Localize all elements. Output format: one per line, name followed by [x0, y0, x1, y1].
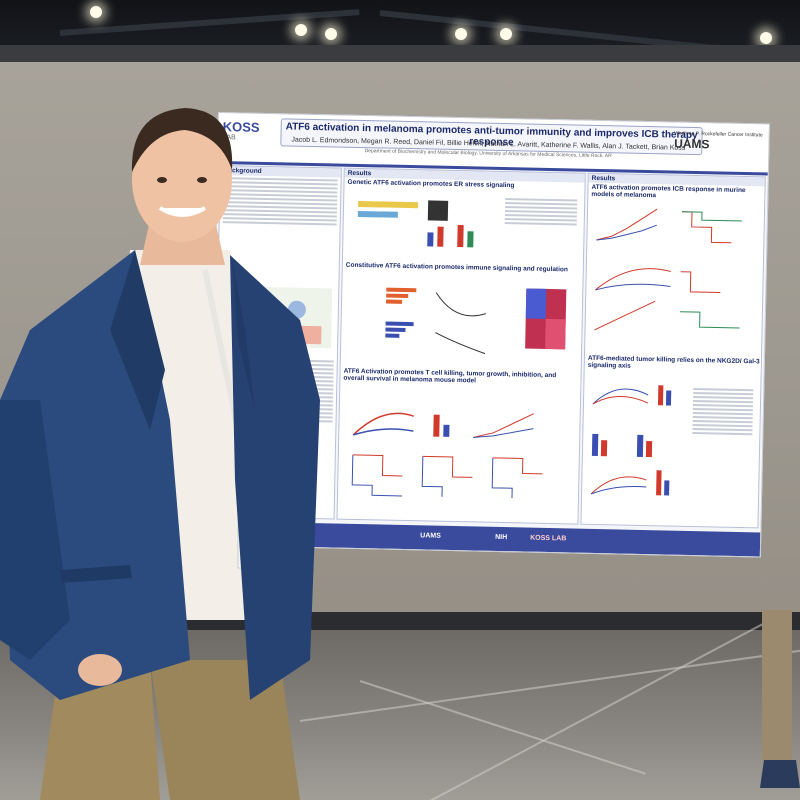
tcell-figure [351, 412, 543, 499]
lapel [110, 250, 165, 430]
blazer-right [230, 255, 320, 700]
footer-nih-logo: NIH [495, 533, 508, 542]
ceiling-light [500, 28, 512, 40]
ceiling-light [90, 6, 102, 18]
footer-uams-logo: UAMS [420, 532, 441, 540]
icb-figure [594, 208, 742, 331]
pocket [60, 565, 132, 583]
constitutive-heading: Constitutive ATF6 activation promotes im… [342, 260, 583, 275]
eye [197, 177, 207, 183]
lapel [232, 258, 255, 410]
tcell-heading: ATF6 Activation promotes T cell killing,… [340, 366, 581, 388]
ceiling-light [325, 28, 337, 40]
face [132, 118, 232, 242]
results-middle-section: Results Genetic ATF6 activation promotes… [336, 167, 586, 525]
board-frame [0, 45, 800, 67]
eye [157, 177, 167, 183]
ceiling-light [455, 28, 467, 40]
hand [78, 654, 122, 686]
immune-signaling-figure [385, 287, 567, 355]
hair [131, 108, 233, 172]
presenter [0, 108, 320, 800]
pants [150, 660, 300, 800]
bystander-legs [760, 610, 800, 788]
nkg2d-heading: ATF6-mediated tumor killing relies on th… [584, 353, 763, 374]
arm [0, 400, 70, 660]
footer-koss-logo: KOSS LAB [530, 534, 567, 543]
ceiling-light [295, 24, 307, 36]
smile [158, 206, 207, 217]
er-stress-figure [357, 200, 474, 248]
ceiling-light [760, 32, 772, 44]
uams-logo: Winthrop P. Rockefeller Cancer Institute… [674, 131, 763, 153]
results-right-section: Results ATF6 activation promotes ICB res… [580, 172, 766, 529]
uams-text: UAMS [674, 136, 710, 152]
